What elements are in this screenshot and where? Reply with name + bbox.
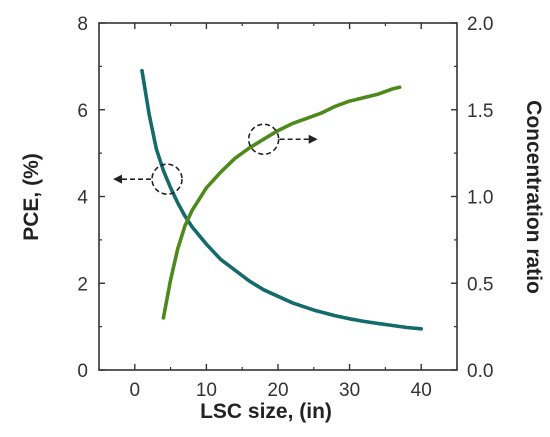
y-right-tick-label: 1.0: [467, 188, 493, 209]
y-right-tick-label: 0.5: [467, 274, 493, 295]
plot-frame: [98, 22, 458, 371]
concentration-ratio-line: [161, 85, 402, 320]
axes-layer: 0 10 20 30 40 0 2 4 6 8 0.0 0.5 1.0 1.5 2.0: [77, 14, 493, 401]
arrow-right-icon: [308, 134, 318, 144]
y-axis-label-right: Concentration ratio: [522, 100, 545, 294]
y-axis-label-left: PCE, (%): [20, 153, 43, 241]
x-axis-label: LSC size, (in): [200, 400, 332, 423]
y-left-tick-label: 4: [77, 188, 88, 209]
x-tick-label: 40: [411, 380, 432, 401]
y-right-tick-label: 2.0: [467, 14, 493, 35]
annotation-circle: [151, 163, 183, 195]
pce-line: [140, 68, 424, 331]
y-right-tick-label: 1.5: [467, 101, 493, 122]
annotation-layer: [113, 123, 318, 195]
y-left-tick-label: 6: [77, 101, 88, 122]
arrow-left-icon: [113, 174, 123, 184]
series-layer: [140, 68, 424, 331]
x-tick-label: 0: [130, 380, 141, 401]
x-tick-label: 30: [339, 380, 360, 401]
y-left-tick-label: 8: [77, 14, 88, 35]
annotation-circle: [247, 123, 280, 156]
y-right-tick-label: 0.0: [467, 361, 493, 382]
y-left-tick-label: 0: [77, 361, 88, 382]
x-tick-label: 20: [267, 380, 288, 401]
x-tick-label: 10: [196, 380, 217, 401]
y-left-tick-label: 2: [77, 274, 88, 295]
